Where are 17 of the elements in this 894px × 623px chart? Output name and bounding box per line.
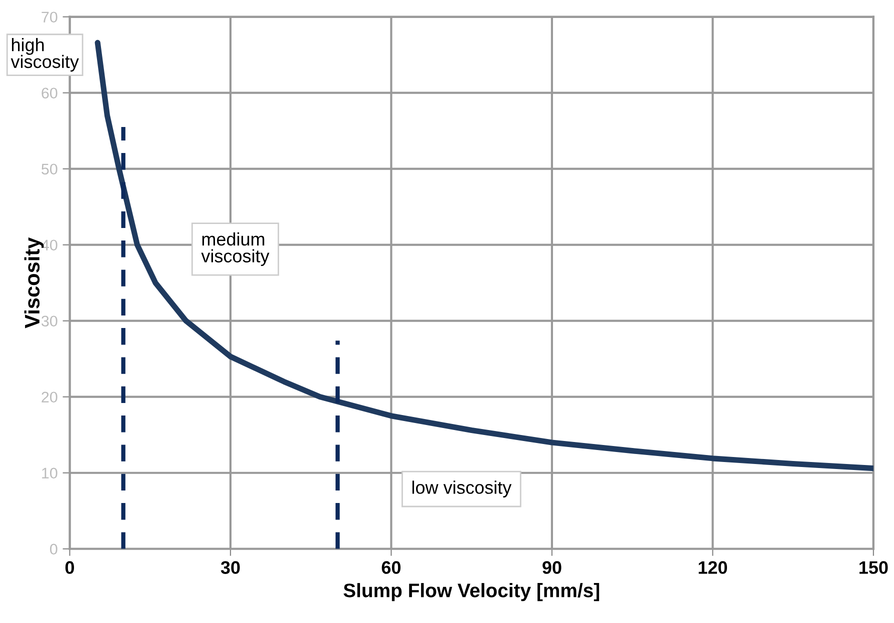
y-tick-label: 70 <box>42 12 58 23</box>
x-tick-label: 60 <box>382 561 401 574</box>
x-tick-label: 90 <box>542 561 562 574</box>
x-tick-label: 0 <box>65 561 74 574</box>
y-tick-label: 50 <box>42 164 58 175</box>
x-tick-label: 30 <box>220 561 240 574</box>
y-tick-label: 30 <box>42 316 58 327</box>
y-tick-label: 10 <box>42 468 58 479</box>
annotation: medium viscosity <box>201 232 270 266</box>
y-tick-label: 0 <box>50 544 58 555</box>
x-tick-label: 120 <box>698 561 728 574</box>
annotation: high viscosity <box>10 38 79 72</box>
x-tick-label: 150 <box>860 561 888 574</box>
annotation: low viscosity <box>412 480 512 498</box>
x-axis-title: Slump Flow Velocity [mm/s] <box>344 583 600 602</box>
y-tick-label: 60 <box>42 88 58 99</box>
y-tick-label: 20 <box>42 392 58 403</box>
